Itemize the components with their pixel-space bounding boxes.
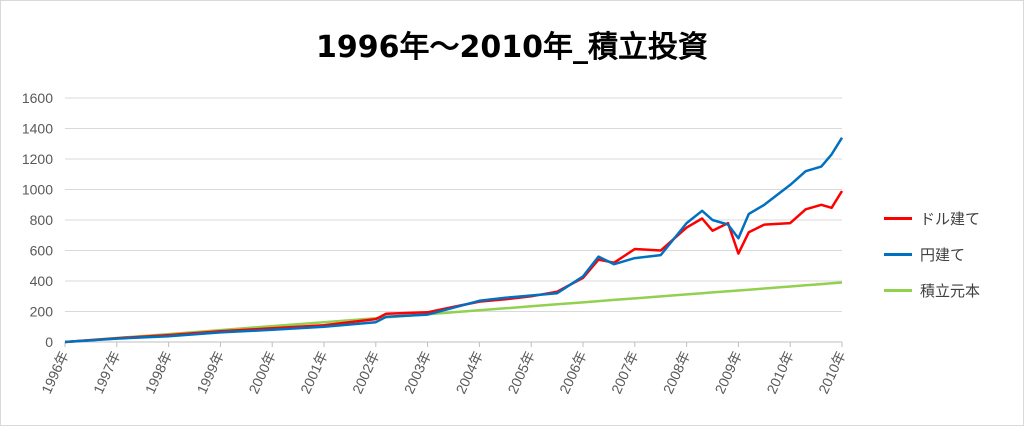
y-tick-label: 1000: [22, 182, 53, 198]
legend-swatch-principal: [884, 288, 912, 292]
x-tick-label: 2006年: [556, 349, 590, 397]
y-tick-label: 600: [30, 243, 54, 259]
legend-label-dollar: ドル建て: [920, 209, 981, 228]
x-tick-label: 2004年: [453, 349, 487, 397]
y-tick-label: 800: [30, 212, 54, 228]
legend-item-principal: 積立元本: [884, 272, 1024, 308]
x-tick-label: 2000年: [245, 349, 279, 397]
legend-item-dollar: ドル建て: [884, 200, 1024, 236]
y-tick-label: 200: [30, 304, 54, 320]
x-tick-label: 2003年: [401, 349, 435, 397]
legend-swatch-dollar: [884, 216, 912, 220]
legend-label-principal: 積立元本: [920, 281, 981, 300]
y-tick-label: 400: [30, 273, 54, 289]
y-tick-label: 0: [45, 334, 53, 350]
x-tick-label: 2007年: [608, 349, 642, 397]
y-tick-label: 1200: [22, 151, 53, 167]
legend-item-yen: 円建て: [884, 236, 1024, 272]
chart-title: 1996年～2010年_積立投資: [316, 30, 708, 65]
y-tick-label: 1600: [22, 90, 53, 106]
x-tick-label: 2002年: [349, 349, 383, 397]
x-tick-label: 2010年: [763, 349, 797, 397]
series-line-0: [64, 190, 844, 344]
x-tick-label: 2005年: [504, 349, 538, 397]
x-tick-label: 1998年: [142, 349, 176, 397]
x-tick-label: 2009年: [712, 349, 746, 397]
series-line-2: [64, 281, 843, 344]
x-tick-label: 2008年: [660, 349, 694, 397]
legend-swatch-yen: [884, 252, 912, 256]
legend: ドル建て 円建て 積立元本: [884, 200, 1024, 308]
legend-label-yen: 円建て: [920, 245, 966, 264]
x-tick-label: 2001年: [297, 349, 331, 397]
x-tick-label: 1997年: [90, 349, 124, 397]
y-tick-label: 1400: [22, 121, 53, 137]
x-tick-label: 1999年: [194, 349, 228, 397]
x-tick-label: 2010年: [815, 349, 849, 397]
x-tick-label: 1996年: [38, 349, 72, 397]
series-line-1: [64, 137, 844, 344]
